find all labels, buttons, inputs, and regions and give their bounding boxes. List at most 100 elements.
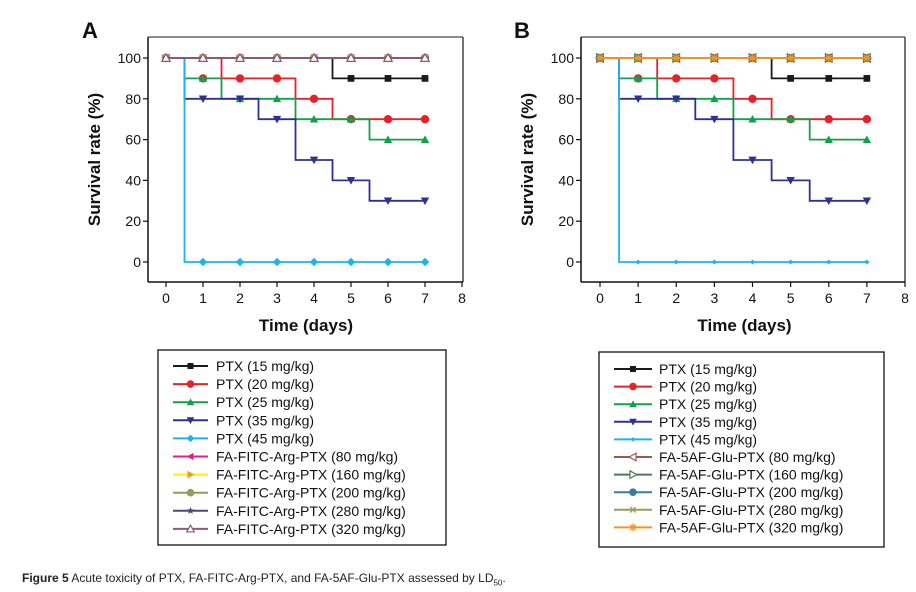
data-point: [710, 53, 719, 63]
data-point: [673, 259, 679, 265]
legend-label: FA-5AF-Glu-PTX (160 mg/kg): [659, 467, 843, 483]
legend-item: PTX (25 mg/kg): [173, 394, 314, 410]
data-point: [346, 257, 356, 267]
y-tick-label: 100: [118, 50, 142, 66]
data-point: [420, 135, 430, 143]
series-line: [600, 57, 867, 121]
legend-label: PTX (35 mg/kg): [216, 412, 314, 428]
data-point: [198, 257, 208, 267]
x-tick-label: 1: [199, 290, 207, 306]
data-point: [824, 115, 833, 124]
data-point: [420, 115, 430, 124]
data-point: [272, 115, 282, 124]
legend-item: PTX (20 mg/kg): [173, 376, 314, 392]
legend-item: PTX (15 mg/kg): [614, 361, 757, 377]
data-point: [863, 75, 871, 82]
data-point: [234, 52, 246, 62]
legend-marker: [186, 434, 195, 443]
legend-item: PTX (35 mg/kg): [173, 412, 314, 428]
marker-stroke: [825, 54, 833, 62]
legend-label: FA-FITC-Arg-PTX (80 mg/kg): [216, 449, 398, 465]
legend-item: PTX (35 mg/kg): [614, 414, 757, 430]
data-point: [710, 74, 719, 83]
legend-item: PTX (25 mg/kg): [614, 396, 757, 412]
data-point: [309, 115, 319, 123]
data-point: [672, 74, 681, 83]
x-tick-label: 5: [347, 290, 355, 306]
data-point: [711, 259, 717, 265]
data-point: [710, 115, 719, 124]
data-point: [419, 52, 431, 62]
legend-marker: [629, 506, 637, 513]
y-axis-title: Survival rate (%): [518, 93, 537, 226]
data-point: [748, 53, 757, 63]
y-tick-label: 80: [558, 91, 574, 107]
x-tick-label: 4: [310, 290, 318, 306]
legend-label: PTX (15 mg/kg): [659, 361, 757, 377]
x-tick-label: 4: [749, 290, 757, 306]
data-point: [309, 94, 319, 104]
x-tick-label: 8: [901, 290, 909, 306]
y-tick-label: 40: [125, 172, 141, 188]
data-point: [633, 95, 643, 103]
caption-label: Figure 5: [22, 571, 69, 585]
marker-stroke: [634, 54, 642, 62]
legend-label: PTX (25 mg/kg): [216, 394, 314, 410]
legend-marker: [629, 418, 637, 426]
data-point: [272, 257, 282, 267]
series: [160, 52, 431, 62]
data-point: [347, 75, 355, 82]
data-point: [383, 115, 393, 124]
legend-label: PTX (15 mg/kg): [216, 358, 314, 374]
legend-item: FA-FITC-Arg-PTX (320 mg/kg): [173, 521, 406, 537]
data-point: [824, 197, 833, 205]
data-point: [235, 95, 245, 103]
data-point: [346, 177, 356, 185]
legend-marker: [186, 507, 195, 514]
legend-label: FA-5AF-Glu-PTX (80 mg/kg): [659, 449, 836, 465]
data-point: [788, 259, 794, 265]
legend-marker: [186, 380, 195, 388]
figure-caption: Figure 5 Acute toxicity of PTX, FA-FITC-…: [22, 571, 506, 587]
data-point: [345, 52, 357, 62]
data-point: [824, 135, 833, 143]
y-tick-label: 80: [125, 91, 141, 107]
y-tick-label: 40: [558, 172, 574, 188]
legend-label: FA-5AF-Glu-PTX (320 mg/kg): [659, 519, 843, 535]
legend-marker: [187, 362, 194, 370]
data-point: [748, 94, 757, 104]
series: [595, 53, 872, 63]
marker-stroke: [863, 54, 871, 62]
legend-label: FA-FITC-Arg-PTX (200 mg/kg): [216, 485, 406, 501]
legend-item: FA-5AF-Glu-PTX (280 mg/kg): [614, 502, 843, 518]
legend-marker: [186, 417, 195, 425]
x-tick-label: 7: [421, 290, 429, 306]
marker-stroke: [672, 54, 680, 62]
legend-item: PTX (45 mg/kg): [173, 430, 314, 446]
legend-label: FA-FITC-Arg-PTX (320 mg/kg): [216, 521, 406, 537]
data-point: [235, 257, 245, 267]
legend-box: [598, 351, 885, 548]
y-tick-label: 20: [558, 213, 574, 229]
legend-marker: [629, 400, 637, 408]
legend: PTX (15 mg/kg) PTX (20 mg/kg) PTX (25 mg/k…: [157, 349, 447, 546]
legend-item: FA-FITC-Arg-PTX (200 mg/kg): [173, 485, 406, 501]
data-point: [824, 53, 833, 63]
data-point: [198, 74, 208, 82]
series-line: [166, 57, 425, 121]
data-point: [382, 52, 394, 62]
data-point: [749, 259, 756, 265]
legend-label: FA-5AF-Glu-PTX (280 mg/kg): [659, 502, 843, 518]
panel-letter: B: [514, 18, 530, 43]
data-point: [826, 259, 832, 265]
legend-marker: [629, 382, 637, 391]
y-tick-label: 60: [125, 132, 141, 148]
x-axis-title: Time (days): [697, 316, 791, 335]
marker-stroke: [596, 54, 604, 62]
marker-stroke: [710, 54, 718, 62]
data-point: [672, 95, 681, 103]
legend-label: PTX (45 mg/kg): [659, 431, 757, 447]
data-point: [383, 257, 393, 267]
